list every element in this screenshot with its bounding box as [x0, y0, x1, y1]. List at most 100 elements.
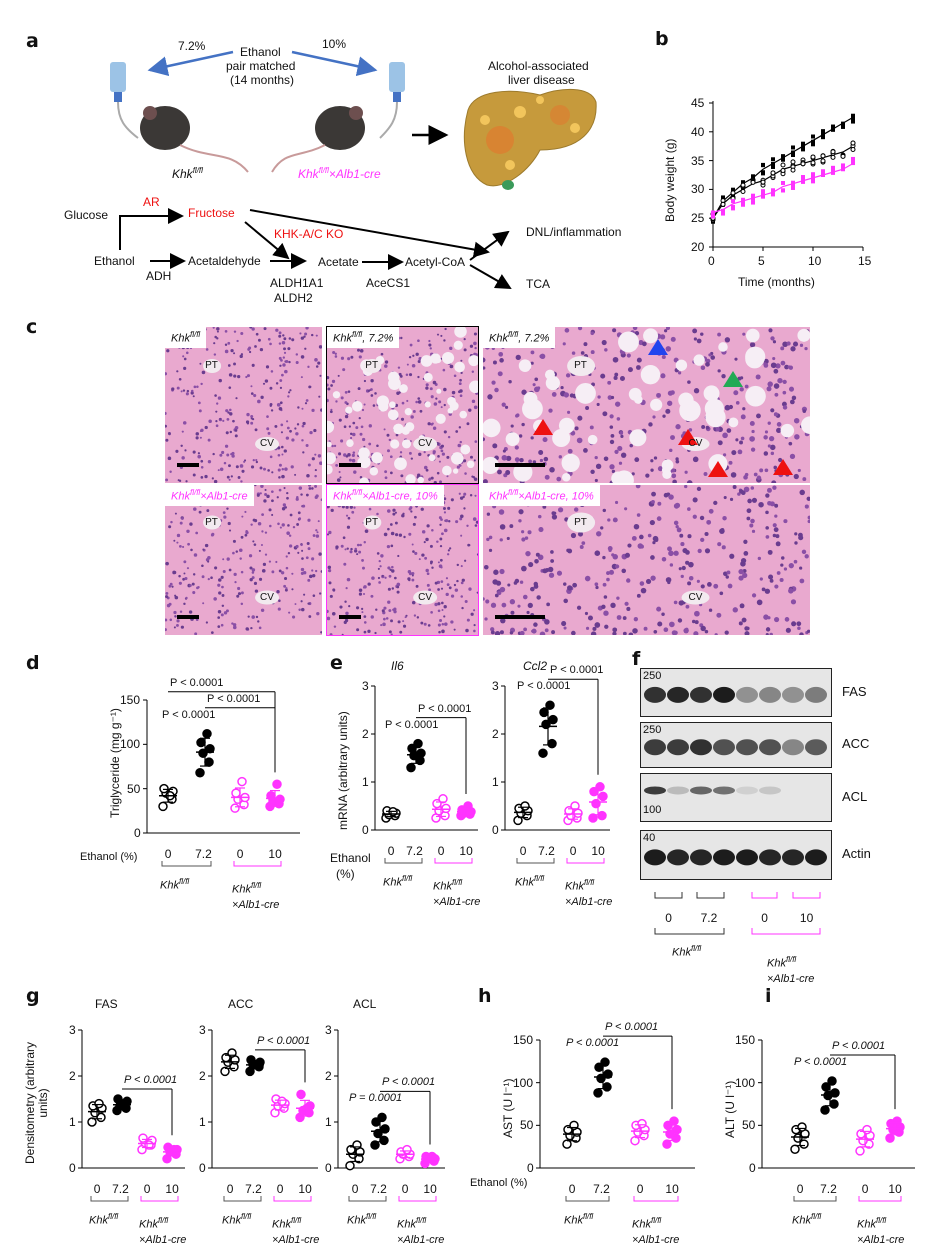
data-point — [751, 193, 755, 198]
blot-band — [759, 849, 781, 866]
histology-image: Khkfl/fl×Alb1-cre, 10% PT CV — [326, 484, 479, 636]
y-axis-title: AST (U l⁻¹) — [501, 1078, 515, 1138]
data-point — [810, 160, 816, 166]
data-point — [797, 1122, 807, 1132]
lane-bracket — [751, 892, 778, 899]
data-point — [831, 125, 835, 130]
x-tick-label: 0 — [708, 254, 715, 268]
data-point — [841, 124, 845, 129]
y-tick-label: 2 — [362, 727, 369, 741]
data-point — [885, 1133, 895, 1143]
data-point — [731, 199, 735, 204]
pathway-acetate: Acetate — [318, 255, 359, 269]
category-tick-label: 10 — [268, 847, 282, 861]
data-point — [94, 1098, 104, 1109]
blot-protein-label: ACC — [842, 736, 870, 751]
portal-triad-label: PT — [574, 516, 587, 528]
data-point — [196, 737, 206, 748]
data-point — [603, 1069, 613, 1079]
category-tick-label: 0 — [164, 847, 172, 861]
p-value-label: P < 0.0001 — [418, 702, 472, 715]
histology-texture — [165, 485, 322, 635]
p-value-label: P < 0.0001 — [170, 676, 224, 689]
data-point — [892, 1116, 902, 1126]
data-point — [721, 209, 725, 214]
ethanol-axis-label: Ethanol — [330, 851, 371, 865]
data-point — [830, 149, 836, 155]
pathway-ar: AR — [143, 195, 160, 209]
panel-label-b: b — [655, 28, 669, 50]
group-bracket — [565, 1196, 610, 1202]
ethanol-axis-label: Ethanol (%) — [470, 1177, 528, 1189]
data-point — [791, 185, 795, 190]
data-point — [204, 757, 214, 767]
western-blot-acc: 250 — [640, 722, 832, 768]
data-point — [721, 195, 725, 200]
data-point — [731, 187, 735, 192]
scale-bar — [177, 615, 199, 619]
data-point — [195, 767, 205, 778]
disease-title-1: Alcohol-associated — [488, 59, 589, 73]
data-point — [662, 1139, 672, 1149]
data-point — [791, 152, 795, 157]
y-tick-label: 0 — [134, 826, 141, 840]
scale-bar — [339, 615, 361, 619]
blot-band — [759, 686, 781, 703]
data-point — [637, 1118, 647, 1129]
pair-matched-text: pair matched — [226, 59, 296, 73]
ethanol-lane-label: 10 — [799, 911, 814, 925]
chart-title: ACC — [228, 997, 254, 1011]
y-tick-label: 2 — [69, 1069, 76, 1083]
blot-band — [644, 686, 666, 703]
p-value-label: P < 0.0001 — [257, 1034, 311, 1047]
y-tick-label: 3 — [69, 1023, 76, 1037]
data-point — [821, 169, 825, 174]
data-point — [771, 161, 775, 166]
duration-text: (14 months) — [230, 73, 295, 87]
genotype-control-label: Khkfl/fl — [792, 1212, 822, 1227]
data-point — [841, 121, 845, 126]
ethanol-lane-label: 0 — [665, 911, 672, 925]
group-bracket — [223, 1196, 262, 1202]
data-point — [158, 801, 168, 812]
data-point — [570, 801, 580, 811]
arrowhead-marker — [533, 419, 553, 435]
data-point — [830, 154, 836, 160]
histology-image: Khkfl/fl, 7.2% PT CV — [483, 327, 810, 483]
y-tick-label: 3 — [362, 679, 369, 693]
blot-band — [713, 739, 735, 756]
y-tick-label: 50 — [520, 1118, 534, 1133]
blot-protein-label: Actin — [842, 846, 871, 861]
group-bracket — [140, 1196, 179, 1202]
panel-label-f: f — [632, 648, 641, 670]
blot-band — [713, 849, 735, 866]
y-tick-label: 30 — [691, 182, 705, 197]
blot-band — [759, 739, 781, 756]
pathway-dnl: DNL/inflammation — [526, 225, 622, 239]
portal-triad-label: PT — [365, 516, 379, 528]
lane-bracket — [792, 892, 821, 899]
genotype-control-label: Khkfl/fl — [347, 1212, 377, 1227]
lane-bracket — [696, 892, 725, 899]
category-tick-label: 0 — [796, 1182, 804, 1196]
data-point — [277, 1096, 287, 1107]
category-tick-label: 0 — [401, 1182, 409, 1196]
data-point — [438, 794, 448, 804]
blot-band — [782, 849, 804, 866]
data-point — [597, 810, 607, 821]
data-point — [731, 206, 735, 211]
data-point — [801, 178, 805, 183]
central-vein-label: CV — [260, 438, 274, 449]
data-point — [800, 161, 806, 167]
y-tick-label: 0 — [527, 1161, 534, 1175]
data-point — [630, 1135, 640, 1146]
arrowhead-marker — [678, 429, 698, 445]
scale-bar — [339, 463, 361, 467]
genotype-bracket — [751, 928, 821, 935]
p-value-label: P < 0.0001 — [385, 718, 439, 731]
blot-band — [690, 686, 712, 703]
data-point — [545, 700, 555, 710]
chart-title: Il6 — [391, 659, 404, 673]
scale-bar — [177, 463, 199, 467]
y-tick-label: 1 — [492, 775, 499, 789]
